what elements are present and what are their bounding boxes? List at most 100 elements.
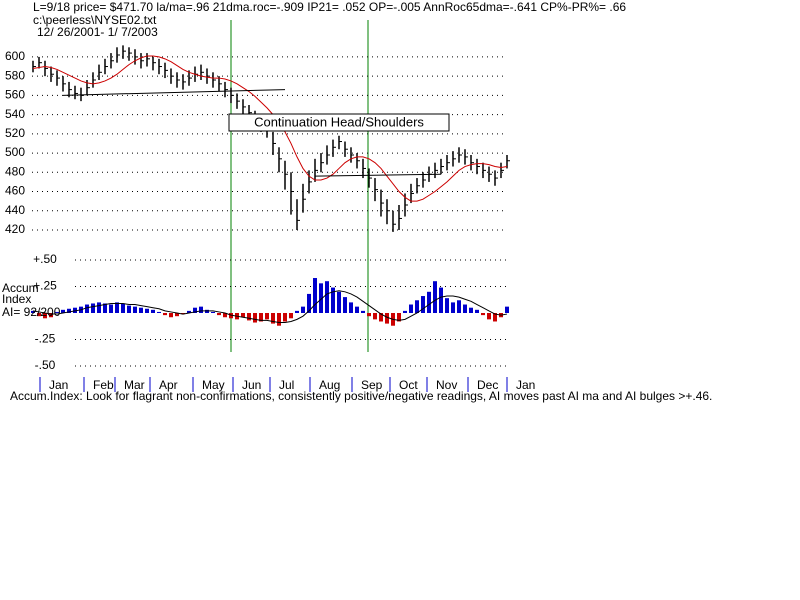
ai-bar: [109, 304, 113, 313]
y-tick-label: 480: [5, 164, 25, 178]
ai-bar: [181, 313, 185, 315]
x-tick-label: Jun: [242, 378, 261, 392]
ai-bar: [85, 304, 89, 313]
neckline: [62, 89, 286, 96]
ai-bar: [49, 313, 53, 318]
ai-bar: [433, 281, 437, 313]
ai-bar: [301, 306, 305, 313]
ai-bar: [469, 307, 473, 313]
ai-bar: [367, 313, 371, 317]
y-tick-label: 420: [5, 222, 25, 236]
ai-bar: [445, 298, 449, 313]
ai-bar: [223, 313, 227, 318]
ai-bar: [127, 305, 131, 313]
ai-bar: [307, 293, 311, 313]
ai-bar: [205, 309, 209, 313]
ai-bar: [139, 307, 143, 313]
ai-bar: [313, 278, 317, 313]
ai-bar: [409, 304, 413, 313]
ai-bar: [385, 313, 389, 324]
ai-bar: [379, 313, 383, 322]
moving-average: [32, 55, 508, 202]
y2-tick-label: -.25: [35, 332, 56, 346]
ai-bar: [67, 308, 71, 313]
ai-bar: [295, 310, 299, 313]
y-tick-label: 560: [5, 88, 25, 102]
x-tick-label: Nov: [436, 378, 457, 392]
y2-tick-label: -.50: [35, 358, 56, 372]
ai-bar: [175, 313, 179, 317]
ai-bar: [265, 313, 269, 320]
x-tick-label: Sep: [361, 378, 383, 392]
ai-bar: [187, 310, 191, 313]
ai-bar: [91, 303, 95, 313]
ai-bar: [271, 313, 275, 324]
ai-bar: [61, 309, 65, 313]
x-tick-label: Dec: [477, 378, 498, 392]
ai-bar: [325, 281, 329, 313]
ai-bar: [193, 307, 197, 313]
y-tick-label: 500: [5, 145, 25, 159]
ai-bar: [457, 300, 461, 313]
y2-tick-label: +.25: [33, 279, 57, 293]
ai-moving-average: [32, 290, 508, 324]
ai-bar: [31, 310, 35, 313]
annotation: Continuation Head/Shoulders: [254, 114, 424, 129]
x-tick-label: Aug: [319, 378, 340, 392]
x-tick-label: Apr: [159, 378, 178, 392]
ai-bar: [241, 313, 245, 318]
ai-bar: [259, 313, 263, 322]
y-tick-label: 540: [5, 107, 25, 121]
date-range: 12/ 26/2001- 1/ 7/2003: [37, 25, 158, 39]
ai-bar: [283, 313, 287, 322]
ai-bar: [289, 313, 293, 319]
ai-bar: [55, 311, 59, 313]
annotation-box: [228, 113, 450, 132]
ai-label: Index: [2, 292, 31, 306]
ai-bar: [217, 313, 221, 316]
footer: Accum.Index: Look for flagrant non-confi…: [10, 389, 712, 403]
ai-bar: [331, 287, 335, 313]
ai-bar: [157, 311, 161, 313]
ai-bar: [463, 304, 467, 313]
ai-bar: [361, 310, 365, 313]
ai-bar: [349, 302, 353, 313]
y-tick-label: 600: [5, 49, 25, 63]
ai-bar: [475, 309, 479, 313]
y-tick-label: 440: [5, 203, 25, 217]
ai-bar: [481, 313, 485, 316]
ai-bar: [415, 300, 419, 313]
ai-bar: [211, 311, 215, 313]
x-tick-label: Feb: [93, 378, 114, 392]
ai-bar: [319, 283, 323, 313]
ai-bar: [439, 287, 443, 313]
ai-bar: [493, 313, 497, 322]
ai-bar: [115, 302, 119, 313]
ai-bar: [37, 313, 41, 317]
ai-bar: [505, 306, 509, 313]
ai-bar: [97, 302, 101, 313]
ai-label: Accum: [2, 281, 39, 295]
ai-bar: [103, 303, 107, 313]
x-tick-label: May: [202, 378, 225, 392]
ai-bar: [355, 306, 359, 313]
neckline: [314, 173, 442, 177]
x-tick-label: Oct: [399, 378, 418, 392]
y-tick-label: 460: [5, 184, 25, 198]
ai-bar: [163, 313, 167, 316]
ai-bar: [343, 297, 347, 313]
ai-bar: [403, 310, 407, 313]
ai-bar: [199, 306, 203, 313]
ai-bar: [397, 313, 401, 322]
ai-bar: [73, 307, 77, 313]
ai-bar: [43, 313, 47, 319]
ai-bar: [277, 313, 281, 326]
file-name: c:\peerless\NYSE02.txt: [33, 13, 157, 27]
ai-bar: [121, 303, 125, 313]
ai-bar: [487, 313, 491, 320]
ai-bar: [151, 309, 155, 313]
y-tick-label: 580: [5, 68, 25, 82]
x-tick-label: Jan: [516, 378, 535, 392]
x-tick-label: Jan: [49, 378, 68, 392]
